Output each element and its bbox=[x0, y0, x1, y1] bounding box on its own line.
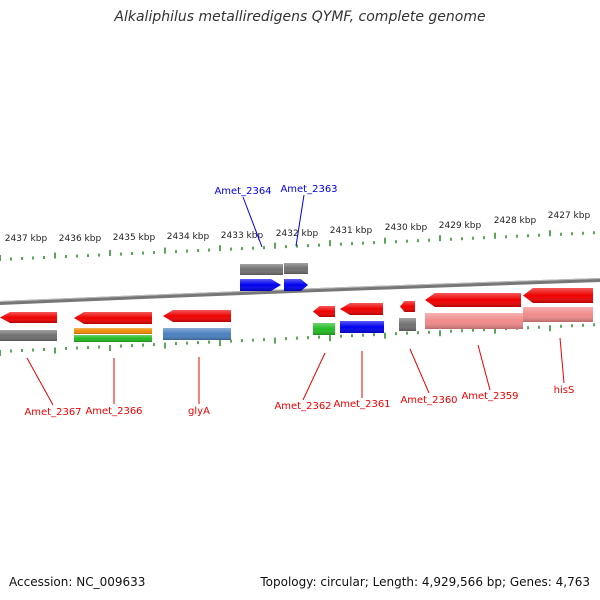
kbp-label: 2433 kbp bbox=[221, 231, 264, 241]
kbp-label: 2436 kbp bbox=[59, 234, 102, 244]
label-leaders bbox=[26, 194, 565, 406]
leader-line bbox=[302, 352, 326, 401]
gene-arrow-shade bbox=[240, 279, 281, 291]
gene-arrow-shade bbox=[240, 264, 283, 275]
gene-label: Amet_2364 bbox=[214, 186, 271, 197]
accession-label: Accession: NC_009633 bbox=[9, 575, 146, 589]
gene-arrow-shade bbox=[425, 293, 521, 307]
gene-arrow-shade bbox=[0, 312, 57, 323]
gene-arrow-shade bbox=[523, 288, 593, 303]
gene-label: Amet_2361 bbox=[333, 399, 390, 410]
gene-labels: Amet_2364 Amet_2363 Amet_2367 Amet_2366 glyA… bbox=[24, 184, 574, 418]
gene-label: hisS bbox=[554, 385, 575, 396]
gene-arrow-shade bbox=[74, 335, 152, 342]
gene-label: Amet_2362 bbox=[274, 401, 331, 412]
leader-line bbox=[409, 348, 430, 394]
leader-line bbox=[26, 357, 54, 406]
gene-label: Amet_2366 bbox=[85, 406, 142, 417]
leader-line bbox=[559, 337, 565, 384]
gene-label: Amet_2360 bbox=[400, 395, 457, 406]
gene-arrow-shade bbox=[163, 310, 231, 322]
kbp-label: 2434 kbp bbox=[167, 232, 210, 242]
gene-arrow-shade bbox=[340, 303, 383, 315]
scale-ticks-bottom bbox=[0, 323, 595, 356]
scale-labels: 2437 kbp 2436 kbp 2435 kbp 2434 kbp 2433 kbp… bbox=[5, 211, 591, 244]
gene-label: Amet_2359 bbox=[461, 391, 518, 402]
gene-arrow-shade bbox=[74, 328, 152, 334]
genome-summary: Topology: circular; Length: 4,929,566 bp… bbox=[260, 575, 590, 589]
kbp-label: 2429 kbp bbox=[439, 221, 482, 231]
kbp-label: 2430 kbp bbox=[385, 223, 428, 233]
gene-label: glyA bbox=[188, 406, 210, 417]
kbp-label: 2427 kbp bbox=[548, 211, 591, 221]
gene-arrow-shade bbox=[163, 328, 231, 340]
gene-arrow-shade bbox=[523, 307, 593, 322]
leader-line bbox=[242, 196, 263, 248]
gene-label: Amet_2363 bbox=[280, 184, 337, 195]
kbp-label: 2435 kbp bbox=[113, 233, 156, 243]
kbp-label: 2432 kbp bbox=[276, 229, 319, 239]
gene-arrow-shade bbox=[0, 330, 57, 341]
gene-arrow-shade bbox=[313, 306, 335, 317]
gene-arrow-shade bbox=[284, 263, 308, 274]
gene-arrow-shade bbox=[400, 301, 415, 312]
gene-arrow-shade bbox=[399, 318, 416, 331]
kbp-label: 2431 kbp bbox=[330, 226, 373, 236]
gene-label: Amet_2367 bbox=[24, 407, 81, 418]
gene-arrow-shade bbox=[74, 312, 152, 324]
leader-line bbox=[295, 194, 305, 247]
scale-ticks-top bbox=[0, 230, 595, 261]
gene-arrow-shade bbox=[313, 323, 335, 335]
kbp-label: 2437 kbp bbox=[5, 234, 48, 244]
gene-arrow-shade bbox=[425, 313, 523, 329]
gene-features bbox=[0, 263, 593, 342]
gene-arrow-shade bbox=[284, 279, 308, 291]
leader-line bbox=[477, 344, 491, 391]
kbp-label: 2428 kbp bbox=[494, 216, 537, 226]
map-title: Alkaliphilus metalliredigens QYMF, compl… bbox=[114, 9, 486, 25]
gene-arrow-shade bbox=[340, 321, 384, 333]
